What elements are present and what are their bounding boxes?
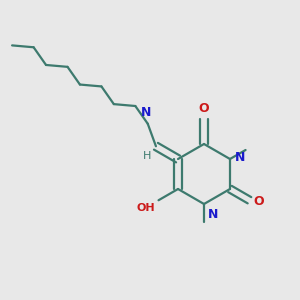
Text: N: N [208, 208, 218, 221]
Text: OH: OH [136, 203, 155, 213]
Text: O: O [253, 195, 264, 208]
Text: N: N [235, 151, 245, 164]
Text: H: H [143, 151, 151, 161]
Text: O: O [199, 103, 209, 116]
Text: N: N [141, 106, 152, 119]
